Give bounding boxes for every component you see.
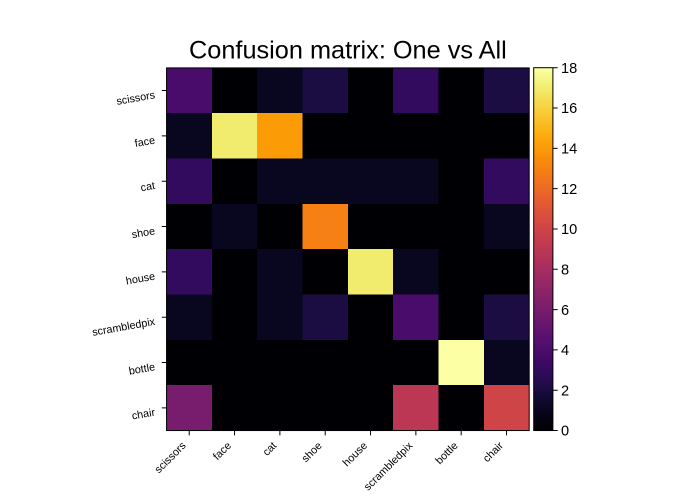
svg-text:0: 0 [561, 424, 569, 440]
svg-text:14: 14 [561, 142, 577, 158]
svg-text:8: 8 [561, 262, 569, 278]
svg-text:12: 12 [561, 182, 577, 198]
svg-text:Confusion matrix: One vs All: Confusion matrix: One vs All [189, 37, 507, 65]
svg-text:2: 2 [561, 383, 569, 399]
svg-text:bottle: bottle [128, 361, 156, 377]
svg-text:16: 16 [561, 101, 577, 117]
svg-text:18: 18 [561, 61, 577, 77]
svg-text:4: 4 [561, 343, 569, 359]
svg-text:chair: chair [131, 407, 157, 423]
svg-text:6: 6 [561, 303, 569, 319]
svg-text:face: face [134, 135, 156, 150]
svg-text:house: house [125, 271, 156, 288]
svg-text:10: 10 [561, 222, 577, 238]
svg-text:cat: cat [140, 180, 156, 194]
svg-text:shoe: shoe [131, 225, 156, 241]
